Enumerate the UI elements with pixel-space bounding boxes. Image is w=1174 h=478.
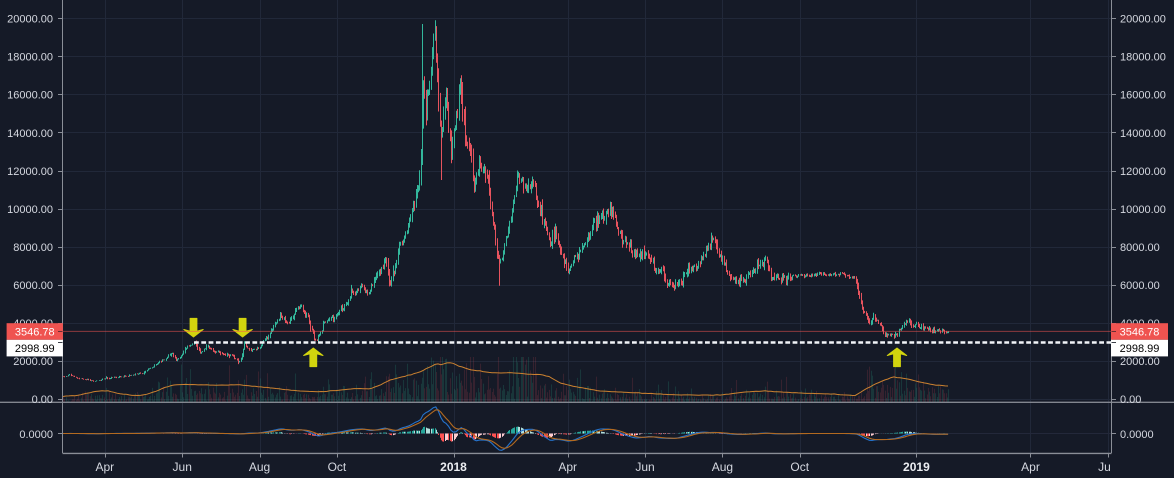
svg-text:6000.00: 6000.00 [1120,280,1160,292]
svg-text:20000.00: 20000.00 [7,14,53,26]
svg-text:16000.00: 16000.00 [7,90,53,102]
svg-text:14000.00: 14000.00 [1120,128,1166,140]
svg-text:Apr: Apr [95,460,114,474]
svg-text:Aug: Aug [712,460,733,474]
svg-text:2018: 2018 [440,460,467,474]
svg-text:2998.99: 2998.99 [15,343,55,355]
svg-text:6000.00: 6000.00 [13,280,53,292]
svg-text:8000.00: 8000.00 [1120,242,1160,254]
svg-text:2998.99: 2998.99 [1120,343,1160,355]
svg-text:3546.78: 3546.78 [15,327,55,339]
svg-text:3546.78: 3546.78 [1120,327,1160,339]
svg-text:0.00: 0.00 [1120,394,1141,406]
svg-text:18000.00: 18000.00 [1120,52,1166,64]
svg-text:Jun: Jun [635,460,654,474]
svg-text:10000.00: 10000.00 [7,204,53,216]
svg-text:0.0000: 0.0000 [19,429,53,441]
svg-text:Oct: Oct [790,460,809,474]
svg-text:Oct: Oct [328,460,347,474]
svg-text:0.00: 0.00 [32,394,53,406]
svg-text:Aug: Aug [249,460,270,474]
svg-text:20000.00: 20000.00 [1120,14,1166,26]
svg-text:10000.00: 10000.00 [1120,204,1166,216]
svg-text:Apr: Apr [1021,460,1040,474]
svg-text:16000.00: 16000.00 [1120,90,1166,102]
svg-text:Jun: Jun [173,460,192,474]
svg-text:0.0000: 0.0000 [1120,429,1154,441]
svg-text:14000.00: 14000.00 [7,128,53,140]
svg-text:8000.00: 8000.00 [13,242,53,254]
svg-text:12000.00: 12000.00 [7,166,53,178]
svg-text:2000.00: 2000.00 [13,356,53,368]
svg-text:Apr: Apr [558,460,577,474]
svg-text:18000.00: 18000.00 [7,52,53,64]
svg-text:Jun: Jun [1098,460,1117,474]
svg-text:12000.00: 12000.00 [1120,166,1166,178]
svg-text:2000.00: 2000.00 [1120,356,1160,368]
svg-text:2019: 2019 [903,460,930,474]
